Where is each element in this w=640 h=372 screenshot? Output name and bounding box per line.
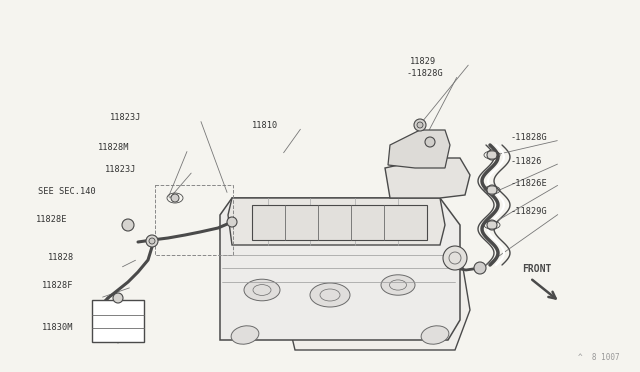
Text: 11810: 11810	[252, 122, 278, 131]
Bar	[252, 205, 427, 240]
Circle shape	[171, 194, 179, 202]
Ellipse shape	[231, 326, 259, 344]
Ellipse shape	[244, 279, 280, 301]
Text: 11828E: 11828E	[36, 215, 67, 224]
Polygon shape	[228, 198, 445, 245]
Text: -11826: -11826	[510, 157, 541, 167]
Text: 11829: 11829	[410, 58, 436, 67]
Circle shape	[417, 122, 423, 128]
Circle shape	[122, 219, 134, 231]
Circle shape	[146, 235, 158, 247]
Circle shape	[414, 119, 426, 131]
Bar	[155, 185, 233, 255]
Text: -11826E: -11826E	[510, 179, 547, 187]
Text: 11823J: 11823J	[105, 166, 136, 174]
Polygon shape	[220, 210, 470, 350]
Polygon shape	[388, 130, 450, 168]
Text: -11828G: -11828G	[510, 134, 547, 142]
Text: SEE SEC.140: SEE SEC.140	[38, 187, 96, 196]
Text: 11830M: 11830M	[42, 323, 74, 331]
Circle shape	[443, 246, 467, 270]
Circle shape	[474, 262, 486, 274]
Circle shape	[227, 217, 237, 227]
Ellipse shape	[421, 326, 449, 344]
Polygon shape	[220, 198, 460, 340]
Circle shape	[113, 293, 123, 303]
Text: 11828M: 11828M	[98, 144, 129, 153]
Text: -11829G: -11829G	[510, 208, 547, 217]
Ellipse shape	[381, 275, 415, 295]
Circle shape	[487, 220, 497, 230]
Circle shape	[487, 185, 497, 195]
Text: FRONT: FRONT	[522, 264, 552, 274]
Text: 11828: 11828	[48, 253, 74, 263]
Text: 11828F: 11828F	[42, 282, 74, 291]
Circle shape	[425, 137, 435, 147]
Text: ^  8 1007: ^ 8 1007	[579, 353, 620, 362]
Polygon shape	[385, 158, 470, 198]
Ellipse shape	[310, 283, 350, 307]
Text: 11823J: 11823J	[110, 113, 141, 122]
Text: -11828G: -11828G	[407, 70, 444, 78]
Circle shape	[149, 238, 155, 244]
Bar	[92, 300, 144, 342]
Circle shape	[487, 150, 497, 160]
